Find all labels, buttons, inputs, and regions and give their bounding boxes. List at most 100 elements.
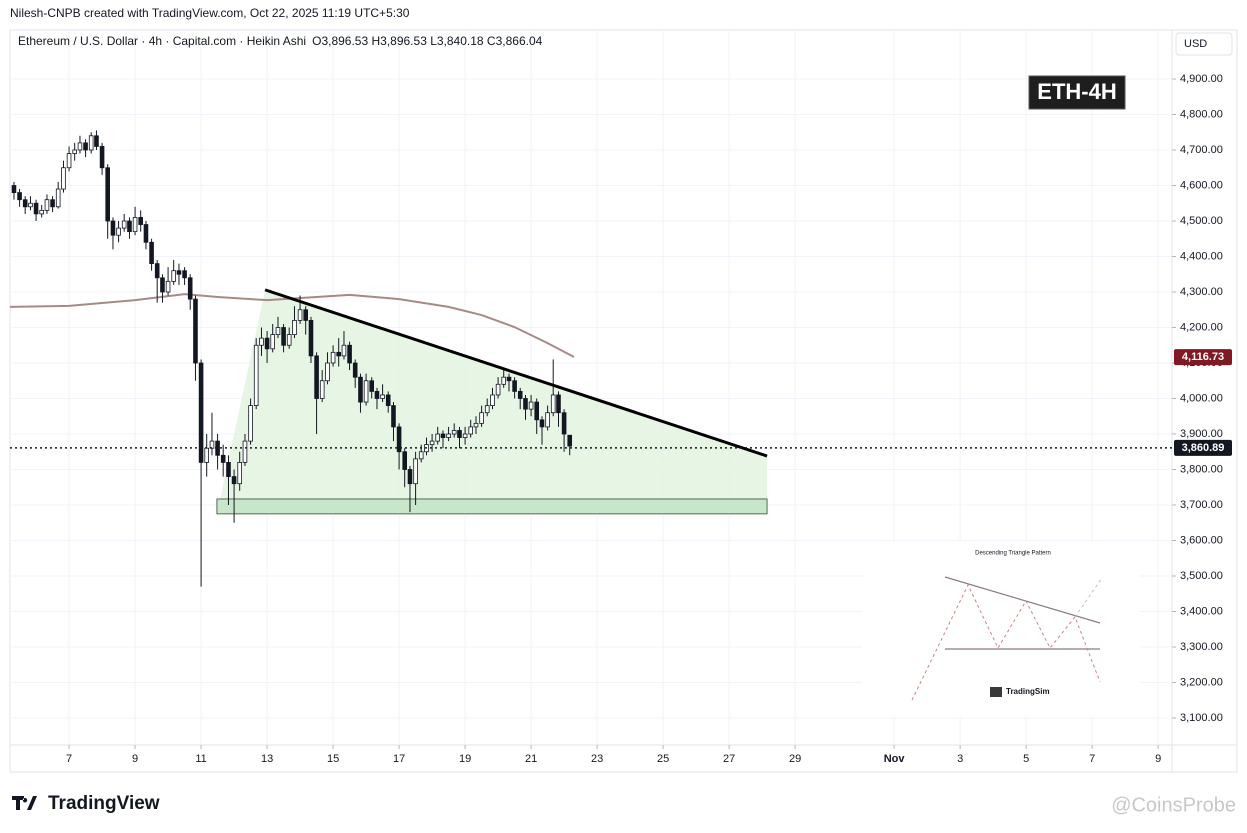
inset-brand: TradingSim [1006,687,1050,696]
price-tag-label: 3,860.89 [1182,442,1225,454]
candle-body [451,430,457,435]
candle-body [270,334,275,350]
candle-body [413,458,418,485]
candle-body [374,391,380,399]
price-tag-label: 4,116.73 [1182,351,1224,363]
candle-body [127,220,132,233]
badge-box [1028,75,1126,110]
price-tag [1174,349,1232,366]
candle-body [281,327,286,346]
candle-body [319,380,325,399]
x-tick-label: 9 [1155,753,1161,765]
candle-body [462,433,468,438]
y-tick-label: 4,500.00 [1180,215,1223,227]
candle-body [66,153,72,169]
candle-body [418,451,424,460]
candle-body [325,362,330,382]
x-tick-label: 11 [195,753,206,765]
candle-body [220,454,226,463]
candle-body [506,376,512,382]
candle-body [231,476,237,485]
candle-body [440,433,446,438]
candle-body [83,142,88,151]
candle-body [286,334,292,346]
candle-body [160,277,165,293]
candle-body [352,362,358,378]
x-tick-label: 5 [1023,753,1029,765]
price-tag [1174,439,1232,456]
candle-body [512,380,517,392]
candle-body [248,405,253,442]
badge: ETH-4H [1037,79,1116,104]
candle-body [94,135,99,147]
candle-body [495,383,501,396]
y-tick-label: 4,700.00 [1180,144,1223,156]
y-tick-label: 4,000.00 [1180,392,1223,404]
candle-body [336,351,341,357]
y-tick-label: 4,200.00 [1180,321,1223,333]
candle-body [55,188,61,208]
moving-average [9,293,575,358]
candle-body [11,185,17,193]
y-tick-label: 4,300.00 [1180,286,1223,298]
y-tick-label: 3,100.00 [1180,712,1223,724]
candle-body [380,394,385,399]
candle-body [550,394,556,414]
y-tick-label: 3,500.00 [1180,570,1223,582]
candle-body [242,440,248,463]
candle-body [259,337,264,346]
candle-body [99,146,105,169]
candle-body [154,263,160,279]
candle-body [77,142,83,151]
candle-body [523,398,528,410]
candle-body [138,217,143,225]
y-tick-label: 4,600.00 [1180,179,1223,191]
candle-body [198,362,204,463]
candle-body [275,327,281,336]
candle-body [297,309,303,321]
support-zone [216,498,768,515]
candle-body [490,394,495,407]
candle-body [264,337,270,350]
candle-body [468,426,474,435]
creator-line: Nilesh-CNPB created with TradingView.com… [10,6,410,20]
candle-body [517,391,523,399]
candle-body [226,462,231,478]
candle-body [385,394,391,407]
x-tick-label: 27 [723,753,735,765]
candle-body [539,419,545,428]
candle-body [39,209,44,215]
candle-body [116,227,121,236]
candle-body [429,440,435,446]
currency-box[interactable] [1175,32,1233,56]
x-tick-label: 9 [132,753,138,765]
candle-body [105,167,110,222]
inset-title: Descending Triangle Pattern [975,551,1051,557]
y-tick-label: 3,600.00 [1180,534,1223,546]
candle-body [292,320,297,336]
candle-body [446,433,451,438]
candle-body [22,199,28,208]
y-tick-label: 3,700.00 [1180,499,1223,511]
axes: 3,100.00 3,200.00 3,300.00 3,400.00 3,500.00… [66,73,1232,765]
x-tick-label: 15 [327,753,339,765]
candle-body [308,320,314,357]
candle-body [253,344,259,407]
inset-breakout [1074,577,1103,618]
y-tick-label: 3,400.00 [1180,605,1223,617]
logo-mark [12,796,37,810]
plot [9,130,1172,587]
candle-body [171,270,176,282]
candle-body [534,401,540,421]
ohlc: O3,896.53 H3,896.53 L3,840.18 C3,866.04 [312,34,543,48]
frame [9,29,1238,773]
y-tick-label: 4,800.00 [1180,108,1223,120]
currency[interactable]: USD [1184,38,1207,50]
x-tick-label: 25 [657,753,669,765]
y-tick-label: 3,900.00 [1180,428,1223,440]
candle-body [561,412,567,435]
symbol: Ethereum / U.S. Dollar · 4h · Capital.co… [18,34,306,48]
x-tick-label: 17 [393,753,405,765]
candle-body [501,376,507,385]
